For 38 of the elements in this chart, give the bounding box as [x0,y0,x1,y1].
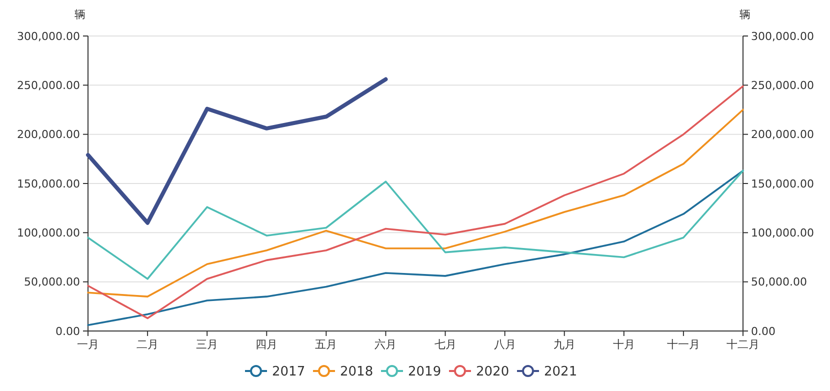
legend-label: 2019 [408,364,442,380]
legend-label: 2021 [544,364,578,380]
y2-tick-label: 300,000.00 [751,30,814,43]
x-tick-label: 十二月 [726,338,760,351]
x-tick-label: 十一月 [666,338,700,351]
y-tick-label: 0.00 [56,324,80,338]
y2-tick-label: 50,000.00 [751,276,807,289]
legend-label: 2020 [476,364,510,380]
x-tick-label: 四月 [256,338,278,351]
line-series [87,170,744,280]
x-tick-label: 五月 [315,338,338,351]
y-tick-label: 150,000.00 [17,177,80,190]
x-tick-label: 八月 [494,338,516,351]
legend-label: 2018 [340,364,374,380]
y-tick-label: 100,000.00 [17,226,80,240]
y2-tick-label: 250,000.00 [751,79,814,92]
y2-tick-label: 0.00 [751,324,776,338]
legend-label: 2017 [272,364,306,380]
y-tick-label: 200,000.00 [17,128,80,142]
x-tick-label: 十月 [612,338,635,351]
y-tick-label: 250,000.00 [17,79,80,92]
x-tick-label: 三月 [196,338,218,351]
y2-tick-label: 200,000.00 [751,128,814,142]
x-tick-label: 七月 [434,338,456,351]
y-tick-label: 300,000.00 [17,30,80,43]
y-tick-label: 50,000.00 [24,276,80,289]
y2-axis-title: 辆 [740,8,750,21]
line-series [86,77,388,225]
y2-tick-label: 150,000.00 [751,177,814,190]
x-tick-label: 六月 [374,338,397,351]
y-axis-title: 辆 [74,8,86,21]
line-series [87,85,744,320]
y2-tick-label: 100,000.00 [751,226,814,240]
x-tick-label: 一月 [77,338,99,351]
x-tick-label: 九月 [553,338,576,351]
x-tick-label: 二月 [136,338,159,351]
line-series [87,170,744,326]
line-series [87,108,744,298]
